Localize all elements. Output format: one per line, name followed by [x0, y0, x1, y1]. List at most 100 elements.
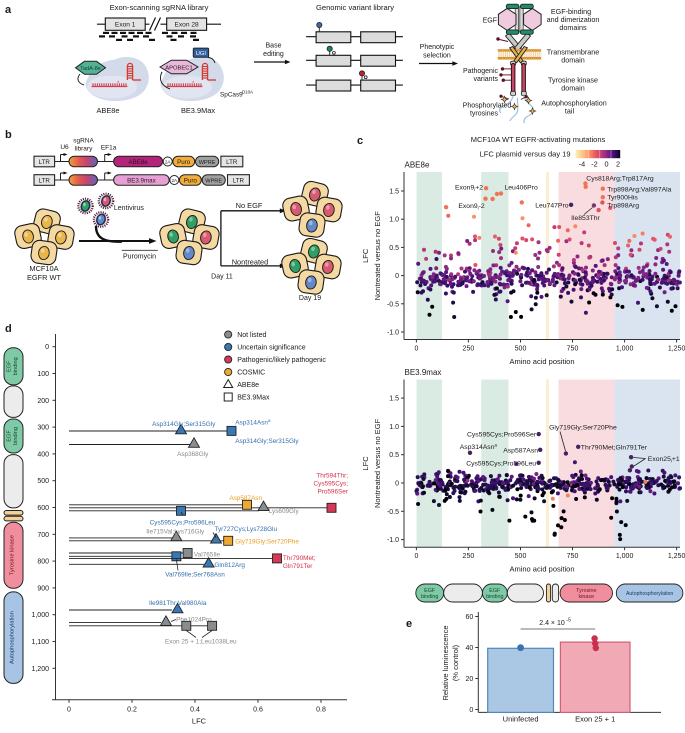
svg-text:0: 0: [395, 481, 399, 488]
svg-text:Autophosphorylation: Autophosphorylation: [541, 99, 607, 108]
svg-text:Nontreated versus no EGF: Nontreated versus no EGF: [373, 418, 382, 508]
svg-text:500: 500: [37, 478, 49, 485]
svg-text:Ile715Val;Lys716Gly: Ile715Val;Lys716Gly: [146, 528, 205, 535]
svg-text:Leu747Pro: Leu747Pro: [535, 203, 568, 210]
svg-text:Tyrosine kinase: Tyrosine kinase: [10, 535, 16, 575]
svg-text:Trp898Arg: Trp898Arg: [607, 202, 639, 209]
svg-text:BE3.9Max: BE3.9Max: [181, 106, 215, 115]
svg-text:kinase: kinase: [579, 594, 595, 600]
svg-text:1,250: 1,250: [668, 553, 685, 560]
svg-text:MCF10A WT EGFR-activating muta: MCF10A WT EGFR-activating mutations: [471, 135, 606, 144]
svg-text:ABE8e: ABE8e: [237, 382, 259, 389]
svg-text:900: 900: [37, 585, 49, 592]
svg-text:Gln812Arg: Gln812Arg: [214, 562, 245, 569]
svg-text:200: 200: [37, 398, 49, 405]
svg-text:Exon 25 + 1: Exon 25 + 1: [575, 715, 615, 724]
svg-text:Leu406Pro: Leu406Pro: [505, 185, 538, 192]
svg-text:EGF: EGF: [7, 430, 13, 442]
svg-text:600: 600: [37, 505, 49, 512]
svg-text:0: 0: [604, 160, 608, 169]
svg-text:LFC: LFC: [361, 248, 370, 263]
svg-text:selection: selection: [423, 53, 451, 60]
svg-text:(% control): (% control): [451, 644, 460, 681]
svg-text:Tyr900His: Tyr900His: [607, 195, 638, 202]
svg-text:editing: editing: [263, 51, 284, 58]
svg-text:and dimerization: and dimerization: [547, 15, 600, 24]
svg-text:0: 0: [67, 707, 71, 714]
svg-text:Tyrosine: Tyrosine: [576, 588, 596, 594]
svg-text:EGF: EGF: [7, 360, 13, 372]
svg-text:LFC: LFC: [361, 456, 370, 471]
svg-text:Autophosphorylation: Autophosphorylation: [626, 591, 673, 597]
svg-text:Uninfected: Uninfected: [503, 715, 539, 724]
svg-text:Transmembrane: Transmembrane: [547, 48, 599, 57]
svg-text:Exon25i+1: Exon25i+1: [648, 456, 680, 464]
svg-text:LFC plasmid versus day 19: LFC plasmid versus day 19: [480, 150, 571, 159]
svg-text:Amino acid position: Amino acid position: [509, 565, 574, 574]
svg-text:0: 0: [414, 553, 418, 560]
svg-text:750: 750: [567, 553, 579, 560]
svg-text:40: 40: [466, 645, 474, 652]
svg-text:c: c: [357, 135, 363, 147]
svg-text:0.2: 0.2: [127, 707, 137, 714]
svg-text:Val765Ile: Val765Ile: [194, 552, 221, 559]
svg-text:binding: binding: [486, 594, 503, 600]
svg-text:-1.0: -1.0: [387, 537, 399, 544]
svg-text:Lentivirus: Lentivirus: [114, 205, 144, 212]
svg-text:Nontreated: Nontreated: [232, 258, 269, 267]
svg-text:Phosphorylated: Phosphorylated: [463, 103, 512, 110]
svg-text:variants: variants: [473, 76, 498, 83]
svg-text:EGFR WT: EGFR WT: [27, 273, 62, 282]
svg-text:1,100: 1,100: [31, 639, 49, 646]
svg-text:250: 250: [463, 346, 475, 353]
svg-text:Cys595Cys;Pro596Leu: Cys595Cys;Pro596Leu: [150, 520, 216, 527]
svg-text:Asp314Gly;Ser315Gly: Asp314Gly;Ser315Gly: [152, 421, 216, 428]
svg-text:Asp314Asna: Asp314Asna: [460, 443, 498, 452]
svg-text:WPRE: WPRE: [205, 178, 222, 184]
svg-text:-0.5: -0.5: [387, 301, 399, 308]
svg-text:BE3.9max: BE3.9max: [405, 368, 442, 377]
svg-text:EGF: EGF: [489, 588, 501, 594]
svg-text:Phenotypic: Phenotypic: [420, 44, 455, 51]
svg-text:0.6: 0.6: [253, 707, 263, 714]
svg-text:LTR: LTR: [39, 177, 51, 184]
svg-text:700: 700: [37, 532, 49, 539]
svg-text:1.0: 1.0: [389, 217, 399, 224]
svg-text:binding: binding: [13, 427, 19, 445]
svg-text:300: 300: [37, 425, 49, 432]
svg-text:tyrosines: tyrosines: [470, 111, 499, 118]
svg-text:Cys595Cys;: Cys595Cys;: [314, 480, 349, 487]
svg-text:domains: domains: [559, 23, 587, 32]
svg-text:Asp314Gly;Ser315Gly: Asp314Gly;Ser315Gly: [235, 438, 299, 445]
svg-text:Gln791Ter: Gln791Ter: [283, 563, 313, 570]
svg-text:-5: -5: [567, 618, 572, 624]
svg-text:-4: -4: [579, 160, 586, 169]
svg-text:60: 60: [466, 614, 474, 621]
svg-text:APOBEC1: APOBEC1: [165, 65, 192, 71]
svg-text:Relative luminescence: Relative luminescence: [441, 625, 450, 700]
svg-text:20: 20: [466, 676, 474, 683]
svg-text:-2: -2: [591, 160, 598, 169]
svg-text:LTR: LTR: [226, 159, 238, 166]
svg-text:1,000: 1,000: [616, 553, 634, 560]
svg-text:Gly719Gly;Ser720Phe: Gly719Gly;Ser720Phe: [549, 425, 617, 432]
svg-text:500: 500: [515, 553, 527, 560]
svg-text:0: 0: [414, 346, 418, 353]
svg-text:Asp368Gly: Asp368Gly: [177, 451, 209, 458]
svg-text:Not listed: Not listed: [237, 332, 266, 339]
svg-text:0.5: 0.5: [389, 245, 399, 252]
svg-text:Phe1024Pro: Phe1024Pro: [176, 616, 212, 623]
svg-text:EGF: EGF: [483, 18, 497, 25]
svg-text:Thr790Met;Gln791Ter: Thr790Met;Gln791Ter: [581, 444, 648, 451]
svg-text:Cys595Cys;Pro596Leu: Cys595Cys;Pro596Leu: [466, 461, 536, 468]
svg-text:500: 500: [515, 346, 527, 353]
svg-text:Exon-scanning sgRNA library: Exon-scanning sgRNA library: [110, 3, 209, 12]
svg-text:Trp898Arg;Val897Ala: Trp898Arg;Val897Ala: [607, 186, 671, 193]
svg-text:UGI: UGI: [196, 51, 207, 57]
svg-text:U6: U6: [60, 144, 69, 151]
svg-text:100: 100: [37, 371, 49, 378]
svg-text:tail: tail: [565, 107, 575, 116]
svg-text:1.5: 1.5: [389, 396, 399, 403]
svg-text:ABE8e: ABE8e: [128, 159, 148, 166]
svg-text:0.8: 0.8: [316, 707, 326, 714]
